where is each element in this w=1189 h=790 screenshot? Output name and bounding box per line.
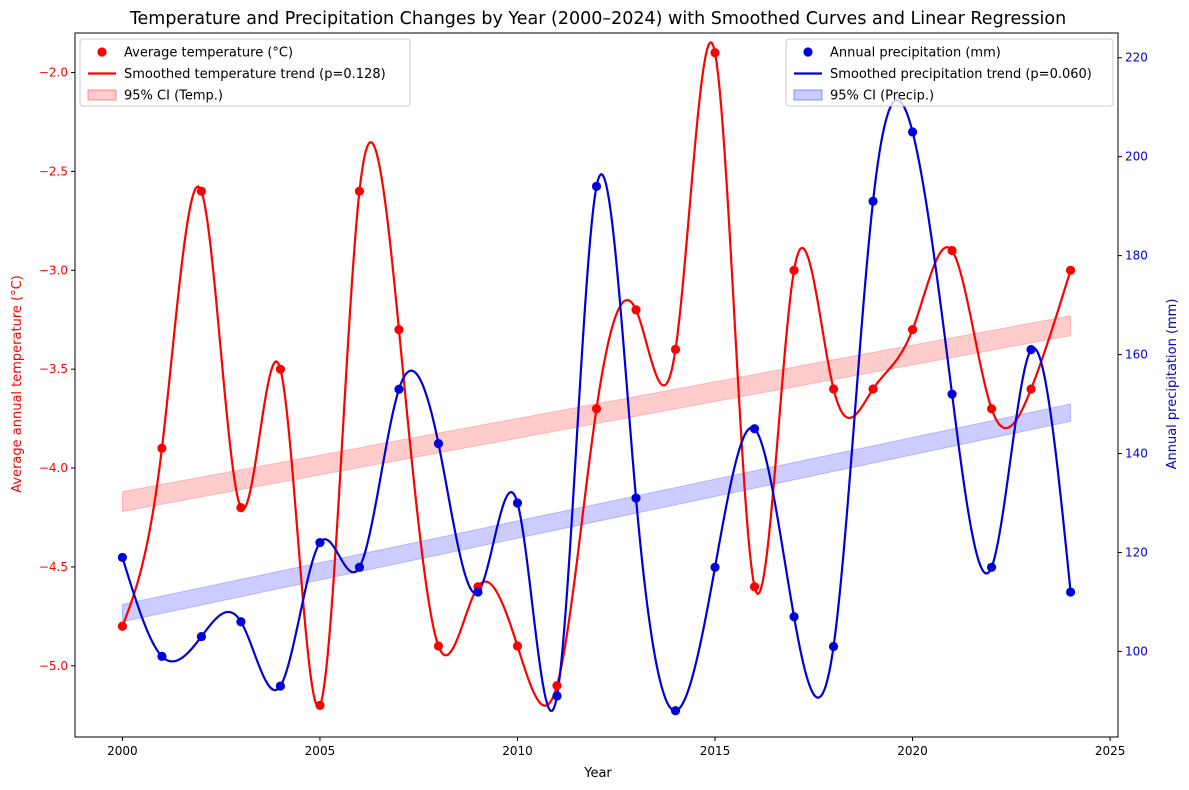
- point-annual-precipitation-mm-2006: [354, 562, 365, 572]
- point-annual-precipitation-mm-2023: [1026, 345, 1036, 355]
- point-annual-precipitation-mm-2007: [394, 384, 404, 394]
- point-average-temperature-c-2021: [947, 245, 957, 256]
- legend-precipitation-label-annual-precipitation-mm: Annual precipitation (mm): [830, 46, 1001, 61]
- legend-temperature-label-average-temperature-c: Average temperature (°C): [124, 46, 293, 61]
- ci-bands: [121, 315, 1072, 623]
- point-annual-precipitation-mm-2000: [117, 552, 128, 563]
- point-annual-precipitation-mm-2001: [157, 651, 167, 661]
- point-average-temperature-c-2006: [354, 186, 365, 196]
- line-smoothed-temperature-trend-p-0-128: [121, 41, 1072, 709]
- point-annual-precipitation-mm-2011: [552, 691, 562, 701]
- point-annual-precipitation-mm-2005: [315, 537, 325, 548]
- point-annual-precipitation-mm-2019: [868, 196, 878, 206]
- y-right-tick-label: 180: [1125, 249, 1148, 263]
- y-right-tick-label: 160: [1125, 348, 1148, 362]
- legend-precipitation-label-smoothed-precipitation-trend-p-0-060: Smoothed precipitation trend (p=0.060): [830, 67, 1092, 82]
- point-average-temperature-c-2015: [710, 48, 720, 58]
- y-left-tick-label: −3.5: [39, 362, 68, 376]
- point-average-temperature-c-2024: [1065, 265, 1076, 275]
- point-average-temperature-c-2020: [907, 325, 918, 335]
- point-average-temperature-c-2013: [631, 305, 641, 315]
- y-axis-left-title: Average annual temperature (°C): [10, 275, 25, 492]
- point-annual-precipitation-mm-2009: [473, 587, 483, 597]
- point-annual-precipitation-mm-2017: [789, 612, 799, 622]
- point-average-temperature-c-2014: [670, 344, 681, 355]
- x-tick-label-2020: 2020: [897, 744, 928, 758]
- y-right-tick-label: 140: [1125, 447, 1148, 461]
- point-average-temperature-c-2003: [236, 503, 246, 513]
- point-annual-precipitation-mm-2008: [433, 439, 444, 449]
- legend-temperature-scatter-marker: [97, 47, 107, 57]
- point-annual-precipitation-mm-2012: [591, 181, 602, 191]
- legend-temperature-label-95-ci-temp: 95% CI (Temp.): [124, 89, 223, 104]
- point-annual-precipitation-mm-2004: [275, 681, 286, 691]
- point-average-temperature-c-2023: [1026, 384, 1036, 394]
- y-right-tick-label: 220: [1125, 51, 1148, 65]
- point-average-temperature-c-2022: [986, 404, 997, 414]
- legend-temperature: Average temperature (°C) Smoothed tempera…: [79, 38, 411, 107]
- point-average-temperature-c-2002: [196, 186, 207, 196]
- x-tick-label-2005: 2005: [305, 744, 336, 758]
- chart-title: Temperature and Precipitation Changes by…: [129, 9, 1066, 29]
- y-left-tick-label: −5.0: [39, 659, 68, 673]
- y-right-tick-label: 100: [1125, 644, 1148, 658]
- point-average-temperature-c-2016: [749, 582, 760, 592]
- x-tick-label-2000: 2000: [107, 744, 138, 758]
- point-annual-precipitation-mm-2021: [947, 389, 957, 399]
- y-right-tick-label: 120: [1125, 545, 1148, 559]
- point-average-temperature-c-2000: [117, 621, 128, 631]
- point-average-temperature-c-2018: [828, 384, 839, 394]
- point-annual-precipitation-mm-2014: [670, 706, 681, 716]
- plot-frame: [74, 32, 1119, 738]
- y-axis-right-title: Annual precipitation (mm): [1165, 299, 1180, 470]
- legend-temperature-label-smoothed-temperature-trend-p-0-128: Smoothed temperature trend (p=0.128): [124, 67, 386, 82]
- point-annual-precipitation-mm-2022: [986, 562, 997, 572]
- point-average-temperature-c-2019: [868, 384, 878, 394]
- axes: 2000 2005 2010 2015 2020 2025 −5.0 −4.5 −4.0 −3.5…: [39, 32, 1148, 758]
- y-left-tick-label: −3.0: [39, 263, 68, 277]
- y-left-tick-label: −2.5: [39, 164, 68, 178]
- point-annual-precipitation-mm-2015: [710, 562, 720, 572]
- point-average-temperature-c-2012: [591, 404, 602, 414]
- x-tick-label-2010: 2010: [502, 744, 533, 758]
- legend-precipitation-box: [785, 38, 1114, 107]
- band-95-ci-precip: [121, 403, 1072, 623]
- point-annual-precipitation-mm-2018: [828, 641, 839, 652]
- point-average-temperature-c-2011: [552, 680, 562, 691]
- point-annual-precipitation-mm-2002: [196, 631, 207, 642]
- point-annual-precipitation-mm-2016: [749, 424, 760, 434]
- legend-precipitation-label-95-ci-precip: 95% CI (Precip.): [830, 89, 934, 104]
- legends: Average temperature (°C) Smoothed tempera…: [79, 38, 1114, 107]
- y-right-tick-label: 200: [1125, 150, 1148, 164]
- legend-precipitation-scatter-marker: [803, 47, 813, 57]
- x-tick-label-2025: 2025: [1095, 744, 1126, 758]
- point-average-temperature-c-2010: [512, 641, 523, 651]
- point-average-temperature-c-2017: [789, 265, 799, 275]
- x-tick-label-2015: 2015: [700, 744, 731, 758]
- point-annual-precipitation-mm-2020: [907, 127, 918, 137]
- x-axis-title: Year: [583, 766, 612, 781]
- point-annual-precipitation-mm-2013: [631, 493, 641, 503]
- legend-precipitation-band-marker: [793, 89, 823, 101]
- legend-temperature-box: [79, 38, 411, 107]
- point-annual-precipitation-mm-2003: [236, 617, 246, 627]
- smoothed-lines: [121, 41, 1072, 713]
- point-average-temperature-c-2008: [433, 641, 444, 651]
- point-average-temperature-c-2007: [394, 325, 404, 335]
- y-left-tick-label: −4.0: [39, 461, 68, 475]
- legend-precipitation: Annual precipitation (mm) Smoothed precip…: [785, 38, 1114, 107]
- scatter-points: [117, 48, 1076, 716]
- point-average-temperature-c-2004: [275, 364, 286, 374]
- point-average-temperature-c-2005: [315, 700, 325, 710]
- point-annual-precipitation-mm-2024: [1065, 587, 1076, 597]
- y-left-tick-label: −2.0: [39, 66, 68, 80]
- point-annual-precipitation-mm-2010: [512, 498, 523, 508]
- y-left-tick-label: −4.5: [39, 560, 68, 574]
- legend-temperature-band-marker: [87, 89, 117, 101]
- point-average-temperature-c-2001: [157, 443, 167, 453]
